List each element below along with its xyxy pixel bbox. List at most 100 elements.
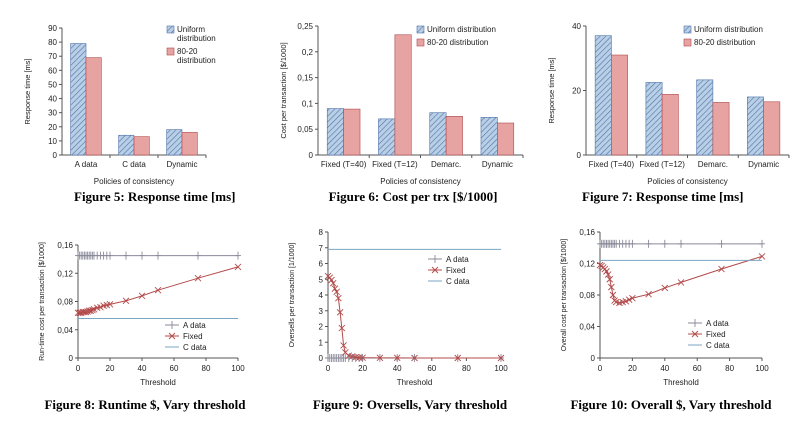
legend-label: Fixed (183, 332, 203, 341)
x-tick-label: 0 (76, 364, 81, 373)
bar-uniform (696, 79, 714, 156)
bar-eighty-twenty (712, 102, 730, 156)
data-point-a-data (718, 239, 725, 248)
y-tick-label: 40 (48, 95, 57, 104)
x-axis-label: Threshold (663, 378, 699, 387)
data-point-a-data (123, 251, 129, 260)
figure-7-panel: 0 20 40 Fixed (T=40) Fixed (T=12) Demarc. Dyna… (534, 0, 800, 200)
y-tick-label: 60 (48, 66, 57, 75)
y-tick-label: 0,16 (579, 228, 595, 237)
legend-label: 80-20 distribution (694, 38, 755, 47)
y-tick-label: 80 (48, 38, 57, 47)
bar-uniform (645, 82, 663, 156)
x-tick-label: 0 (326, 364, 331, 373)
figure-10-panel: 0 0,04 0,08 0,12 0,16 0 20 40 60 80 100 Threshold Ov… (534, 220, 800, 400)
figure-10-caption: Figure 10: Overall $, Vary threshold (570, 397, 772, 412)
data-point-fixed (625, 296, 633, 304)
marker-d2 (393, 354, 401, 362)
marker-d2 (106, 301, 114, 308)
bar-uniform (166, 129, 183, 156)
marker-d2 (138, 292, 146, 300)
data-point-fixed (376, 354, 384, 362)
legend-label: C data (183, 343, 207, 352)
bar-uniform (326, 108, 344, 156)
x-tick-label: 20 (106, 364, 115, 373)
bar-eighty-twenty (611, 54, 628, 156)
x-tick-label: Demarc. (431, 160, 461, 169)
figure-8-panel: 0 0,04 0,08 0,12 0,16 0 20 40 60 80 100 Threshold Ru… (0, 220, 268, 400)
data-point-a-data (235, 251, 241, 260)
y-axis-label: Oversells per transaction [1/1000] (289, 243, 296, 348)
bar-eighty-twenty (763, 101, 781, 156)
marker-d2 (603, 268, 610, 275)
bar-eighty-twenty (181, 132, 198, 156)
bar-uniform (70, 43, 87, 156)
legend-marker-fixed (168, 332, 176, 340)
figure-5-chart: 0 10 20 30 40 50 60 70 80 90 A data C data Dynamic Po… (23, 24, 216, 186)
x-tick-label: 40 (393, 364, 402, 373)
bar-eighty-twenty (661, 94, 679, 156)
legend-label: A data (183, 321, 206, 330)
y-tick-label: 4 (319, 291, 324, 300)
marker-d2 (454, 354, 462, 362)
data-point-fixed (328, 276, 335, 284)
marker-d2 (758, 253, 766, 260)
x-axis-label: Threshold (397, 378, 433, 387)
marker-d2 (376, 354, 384, 362)
marker-d2 (328, 276, 335, 284)
legend-label: Uniform distribution (694, 25, 763, 34)
marker-d2 (661, 284, 669, 292)
data-point-fixed (718, 265, 725, 273)
data-point-fixed (340, 342, 347, 349)
y-tick-label: 50 (48, 80, 57, 89)
x-tick-label: 20 (358, 364, 367, 373)
legend-label: 80-20 distribution (427, 38, 488, 47)
x-tick-label: 60 (170, 364, 179, 373)
data-point-fixed (608, 283, 615, 291)
legend-marker-a-data (432, 255, 438, 263)
x-tick-label: A data (75, 160, 98, 169)
marker-d2 (609, 291, 617, 299)
x-tick-label: 80 (462, 364, 471, 373)
x-tick-label: 100 (231, 364, 245, 373)
y-axis-label: Overall cost per transaction [$/1000] (561, 239, 568, 352)
data-point-fixed (603, 268, 610, 275)
legend-label: A data (446, 255, 469, 264)
data-point-fixed (335, 294, 342, 302)
marker-d2 (645, 290, 652, 298)
y-tick-label: 90 (48, 24, 57, 33)
y-tick-label: 0,1 (302, 99, 314, 108)
y-tick-label: 8 (319, 228, 324, 237)
marker-d2 (622, 297, 630, 305)
y-axis-label: Response time [ms] (547, 57, 556, 123)
data-point-fixed (359, 354, 366, 362)
marker-d2 (89, 306, 96, 314)
legend-label: A data (706, 319, 729, 328)
marker-d2 (608, 283, 615, 291)
marker-d2 (335, 294, 342, 302)
y-tick-label: 0 (319, 354, 324, 363)
legend-swatch (683, 25, 692, 34)
y-tick-label: 20 (572, 87, 581, 96)
y-tick-label: 0,04 (57, 326, 73, 335)
y-tick-label: 6 (319, 260, 324, 269)
x-tick-label: 60 (427, 364, 436, 373)
data-point-fixed (758, 253, 766, 260)
bar-uniform (594, 35, 612, 156)
bar-uniform (118, 134, 135, 156)
figure-6-panel: 0 0,05 0,1 0,15 0,2 0,25 Fixed (T=40) Fixed (T=… (268, 0, 534, 200)
y-tick-label: 0,05 (297, 125, 313, 134)
legend-marker-fixed (691, 330, 699, 338)
x-tick-label: 0 (598, 364, 603, 373)
x-tick-label: Fixed (T=40) (589, 160, 635, 169)
legend-label: Fixed (446, 266, 466, 275)
legend-swatch (166, 47, 175, 56)
bar-uniform (480, 117, 498, 156)
marker-d2 (333, 288, 340, 296)
y-tick-label: 5 (319, 275, 324, 284)
data-point-a-data (759, 239, 765, 248)
figure-5-panel: 0 10 20 30 40 50 60 70 80 90 A data C data Dynamic Po… (0, 0, 268, 200)
legend-marker-a-data (692, 319, 698, 327)
marker-d2 (601, 265, 609, 273)
